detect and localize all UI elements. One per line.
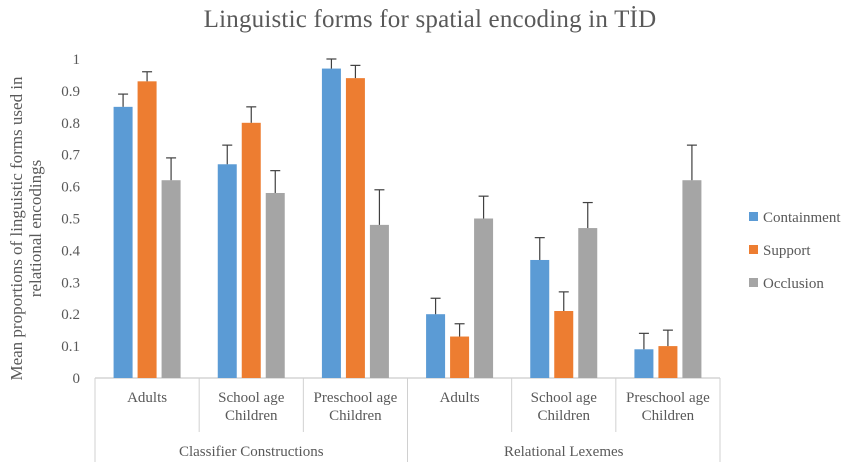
y-axis-label-line: relational encodings [26,160,45,297]
bar-containment [634,349,654,378]
x-category-label: Preschool age Children [314,390,398,424]
bar-occlusion [265,192,285,378]
x-category-label-line: Preschool age [626,390,710,406]
legend-swatch-containment [749,212,758,221]
y-tick-label: 0.2 [61,307,80,323]
legend-swatch-occlusion [749,278,758,287]
legend-label-containment: Containment [763,210,841,226]
chart-title: Linguistic forms for spatial encoding in… [203,6,657,33]
x-category-label-line: Adults [440,390,480,406]
bar-containment [113,106,133,378]
y-tick-label: 0 [73,371,81,387]
x-category-label: School age Children [218,390,285,424]
y-axis-label-line: Mean proportions of linguistic forms use… [7,76,26,381]
y-tick-label: 0.7 [61,148,80,164]
y-tick-label: 0.3 [61,275,80,291]
bar-support [345,78,365,378]
bar-occlusion [369,224,389,378]
bar-support [658,346,678,378]
bar-support [554,311,574,378]
bar-occlusion [161,180,181,378]
labels-layer: 0 0.1 0.2 0.3 0.4 0.5 0.6 0.7 0.8 0.9 1 Mean propor… [7,52,710,460]
x-category-label-line: Adults [127,390,167,406]
x-group-label: Classifier Constructions [179,444,324,460]
x-category-label-line: Children [538,408,591,424]
axis-layer [94,377,721,462]
y-tick-label: 1 [73,52,81,68]
x-category-label: Adults [440,390,480,406]
y-tick-label: 0.9 [61,84,80,100]
bar-occlusion [474,218,494,378]
bar-containment [321,68,341,378]
y-tick-label: 0.1 [61,339,80,355]
legend-label-occlusion: Occlusion [763,276,824,292]
x-category-label: Adults [127,390,167,406]
bar-containment [530,259,550,378]
bars-layer [113,68,702,378]
x-category-label-line: School age [218,390,285,406]
x-category-label-line: School age [531,390,598,406]
x-category-label: School age Children [531,390,598,424]
bar-support [241,122,261,378]
x-category-label-line: Children [642,408,695,424]
x-category-label-line: Children [225,408,278,424]
bar-occlusion [682,180,702,378]
y-tick-label: 0.8 [61,116,80,132]
y-tick-label: 0.6 [61,180,80,196]
x-category-label-line: Children [329,408,382,424]
legend: Containment Support Occlusion [749,210,841,292]
bar-support [450,336,470,378]
bar-support [137,81,157,378]
x-group-label: Relational Lexemes [504,444,624,460]
y-tick-label: 0.5 [61,212,80,228]
bar-containment [217,164,237,378]
x-category-label-line: Preschool age [314,390,398,406]
legend-swatch-support [749,245,758,254]
error-bars-layer [118,58,697,350]
y-axis-label: Mean proportions of linguistic forms use… [7,76,45,381]
y-tick-label: 0.4 [61,243,80,259]
legend-label-support: Support [763,243,811,259]
bar-occlusion [578,228,598,378]
x-category-label: Preschool age Children [626,390,710,424]
bar-containment [426,314,446,378]
